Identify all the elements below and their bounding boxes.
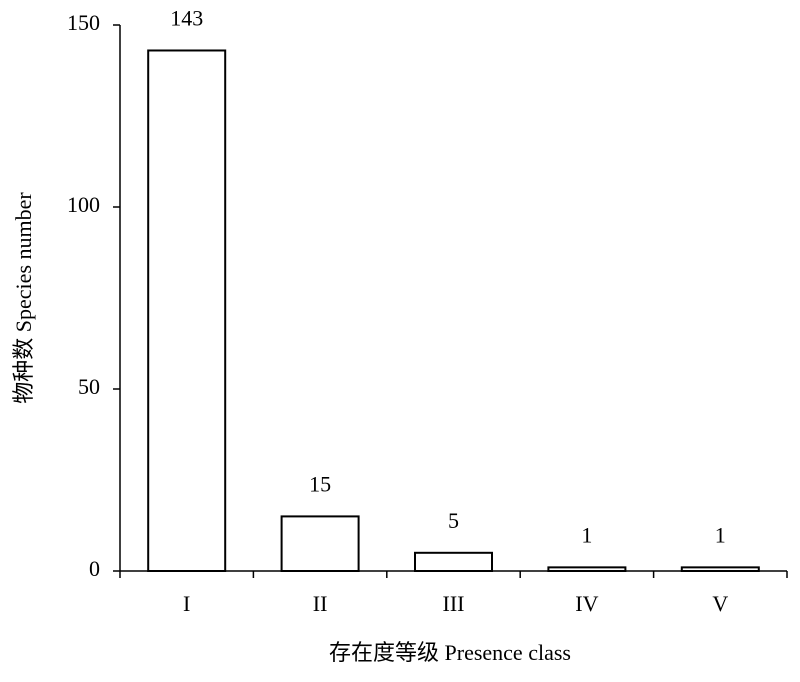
data-label: 5	[448, 508, 459, 533]
x-tick-label: II	[313, 591, 328, 616]
data-label: 15	[309, 471, 331, 496]
y-tick-label: 150	[67, 10, 100, 35]
bar	[547, 566, 627, 572]
x-tick-label: III	[443, 591, 465, 616]
y-tick-label: 100	[67, 192, 100, 217]
data-label: 1	[715, 522, 726, 547]
bar	[680, 566, 760, 572]
y-tick-label: 50	[78, 374, 100, 399]
data-label: 1	[581, 522, 592, 547]
y-axis-label: 物种数 Species number	[11, 192, 36, 404]
bar	[414, 551, 493, 572]
bar	[280, 515, 360, 573]
x-tick-label: IV	[575, 591, 598, 616]
data-label: 143	[170, 6, 203, 31]
x-axis-label: 存在度等级 Presence class	[329, 640, 571, 665]
x-tick-label: I	[183, 591, 190, 616]
bar	[147, 49, 227, 573]
y-tick-label: 0	[89, 556, 100, 581]
x-tick-label: V	[712, 591, 728, 616]
